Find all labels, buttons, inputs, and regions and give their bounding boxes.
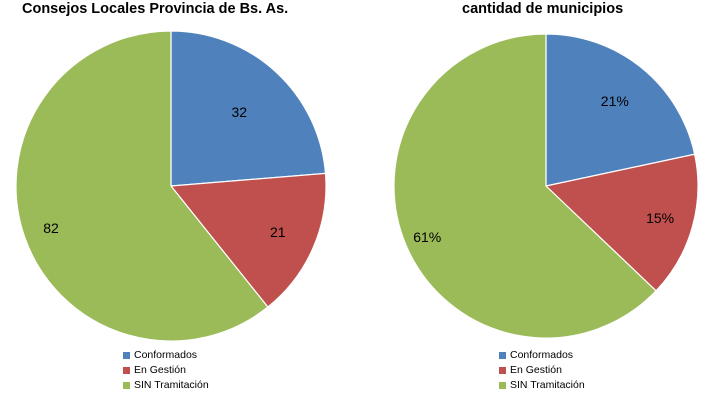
legend-item-sin-tramitacion: SIN Tramitación <box>499 378 585 393</box>
pie-slice-sin-tramitacion <box>15 30 269 342</box>
legend-label-sin-tramitacion: SIN Tramitación <box>134 379 209 391</box>
pie-slice-sin-tramitacion <box>393 33 657 339</box>
data-label-conformados: 32 <box>231 104 247 120</box>
legend-swatch-sin-tramitacion <box>499 382 506 389</box>
pie-slice-en-gestion <box>169 172 327 308</box>
data-label-en-gestion: 21 <box>270 224 286 240</box>
legend-label-conformados: Conformados <box>134 349 198 361</box>
legend-swatch-en-gestion <box>499 367 506 374</box>
legend-item-en-gestion: En Gestión <box>499 363 585 378</box>
legend-item-sin-tramitacion: SIN Tramitación <box>123 378 209 393</box>
data-label-en-gestion: 15% <box>646 210 674 226</box>
pie-slice-conformados <box>545 33 696 187</box>
data-label-sin-tramitacion: 61% <box>413 229 441 245</box>
pie-slice-en-gestion <box>544 153 699 292</box>
legend-label-sin-tramitacion: SIN Tramitación <box>510 379 585 391</box>
legend-left: Conformados En Gestión SIN Tramitación <box>123 348 209 393</box>
legend-label-conformados: Conformados <box>510 349 574 361</box>
legend-label-en-gestion: En Gestión <box>134 364 186 376</box>
legend-item-conformados: Conformados <box>123 348 209 363</box>
data-label-sin-tramitacion: 82 <box>43 220 59 236</box>
legend-item-en-gestion: En Gestión <box>123 363 209 378</box>
legend-swatch-sin-tramitacion <box>123 382 130 389</box>
legend-item-conformados: Conformados <box>499 348 585 363</box>
legend-swatch-en-gestion <box>123 367 130 374</box>
chart-title-left: Consejos Locales Provincia de Bs. As. <box>22 1 289 17</box>
chart-title-right: cantidad de municipios <box>462 1 624 17</box>
legend-swatch-conformados <box>123 352 130 359</box>
pie-slice-conformados <box>170 30 327 187</box>
legend-swatch-conformados <box>499 352 506 359</box>
legend-label-en-gestion: En Gestión <box>510 364 562 376</box>
legend-right: Conformados En Gestión SIN Tramitación <box>499 348 585 393</box>
data-label-conformados: 21% <box>601 93 629 109</box>
